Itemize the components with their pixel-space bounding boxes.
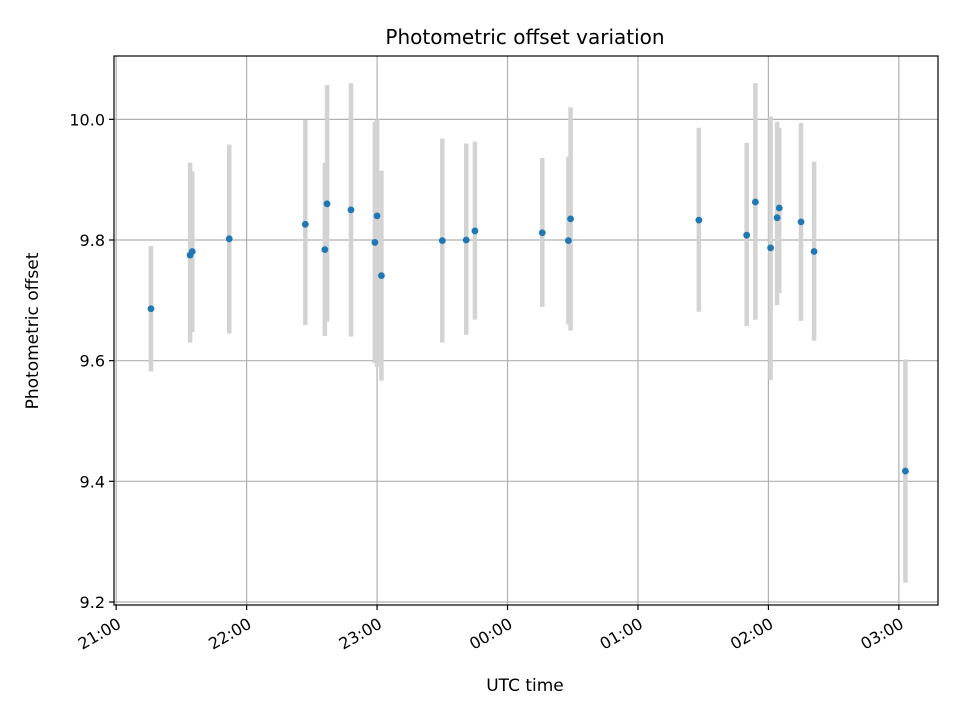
data-point xyxy=(438,237,446,245)
data-points xyxy=(147,198,909,475)
data-point xyxy=(695,216,703,224)
data-point xyxy=(462,236,470,244)
y-axis-title: Photometric offset xyxy=(23,252,43,409)
data-point xyxy=(751,198,759,206)
data-point xyxy=(371,239,379,246)
data-point xyxy=(564,237,572,245)
y-tick-label: 10.0 xyxy=(69,110,105,129)
data-point xyxy=(323,200,331,208)
y-tick-label: 9.4 xyxy=(80,472,105,491)
data-point xyxy=(743,231,751,239)
data-point xyxy=(901,467,909,475)
data-point xyxy=(810,248,818,255)
data-point xyxy=(147,305,155,313)
y-tick-label: 9.2 xyxy=(80,593,105,612)
y-tick-label: 9.6 xyxy=(80,352,105,371)
data-point xyxy=(188,248,196,255)
data-point xyxy=(797,218,805,226)
data-point xyxy=(538,229,546,237)
data-point xyxy=(767,244,774,252)
data-point xyxy=(775,204,783,212)
data-point xyxy=(321,246,329,254)
y-tick-label: 9.8 xyxy=(80,231,105,250)
data-point xyxy=(225,235,233,243)
data-point xyxy=(347,206,355,214)
y-axis-ticks: 9.2 9.4 9.6 9.8 10.0 xyxy=(69,110,114,612)
data-point xyxy=(301,220,309,228)
x-axis-title: UTC time xyxy=(486,676,564,696)
data-point xyxy=(378,272,385,279)
data-point xyxy=(373,212,381,220)
chart-title: Photometric offset variation xyxy=(385,25,664,49)
data-point xyxy=(567,215,574,223)
data-point xyxy=(773,214,781,222)
data-point xyxy=(471,227,479,235)
plot-frame xyxy=(113,55,939,606)
